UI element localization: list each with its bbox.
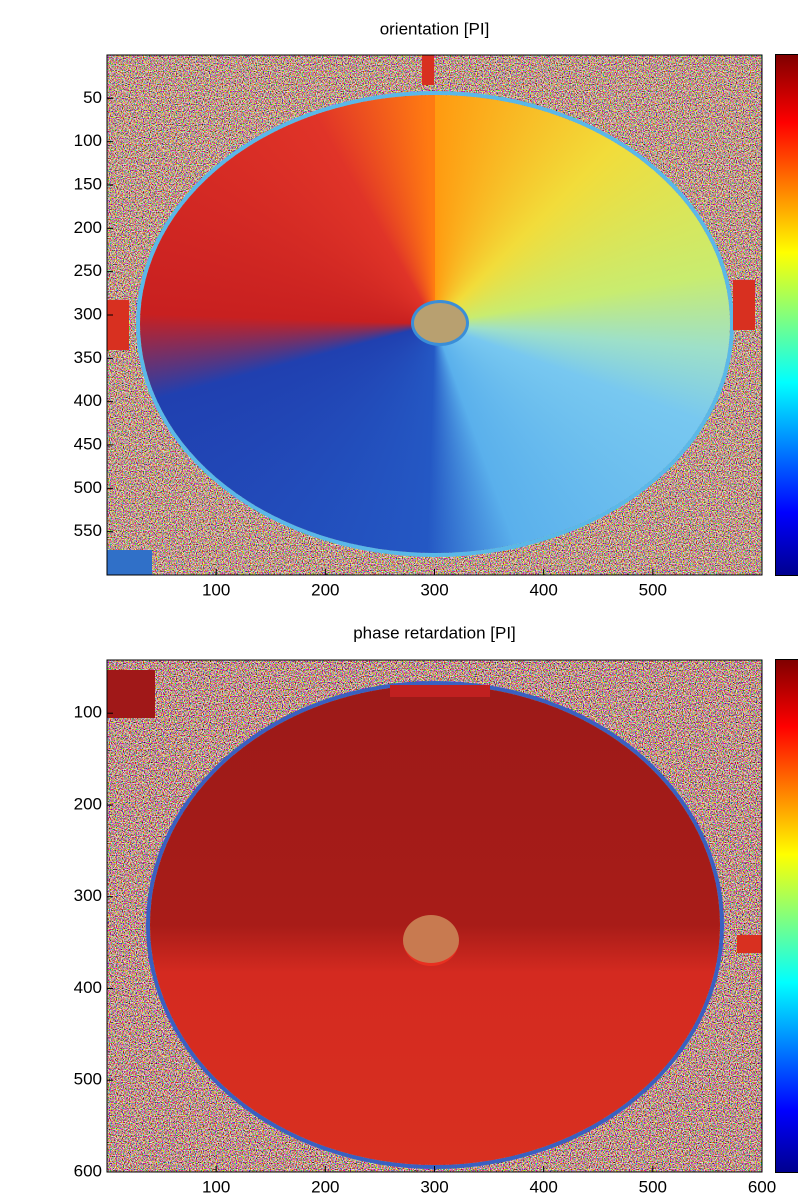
mount	[733, 280, 755, 330]
heatmap-image	[107, 55, 762, 575]
mount	[390, 685, 490, 697]
colorbar	[775, 659, 798, 1173]
y-tick-label: 250	[74, 261, 102, 280]
heatmap-image	[107, 660, 762, 1172]
y-tick-label: 350	[74, 348, 102, 367]
y-tick-label: 100	[74, 131, 102, 150]
colorbar	[775, 54, 798, 576]
mount	[737, 935, 762, 953]
y-tick-label: 300	[74, 886, 102, 905]
y-tick-label: 600	[74, 1161, 102, 1180]
x-tick-label: 200	[311, 580, 339, 599]
y-tick-label: 100	[74, 703, 102, 722]
y-tick-label: 150	[74, 174, 102, 193]
x-tick-label: 100	[202, 1177, 230, 1196]
mount	[107, 300, 129, 350]
y-tick-label: 200	[74, 794, 102, 813]
x-tick-label: 500	[639, 1177, 667, 1196]
x-tick-label: 400	[529, 1177, 557, 1196]
y-tick-label: 400	[74, 978, 102, 997]
mount	[422, 55, 434, 85]
y-tick-label: 550	[74, 521, 102, 540]
mount	[107, 670, 155, 718]
y-tick-label: 200	[74, 218, 102, 237]
x-tick-label: 200	[311, 1177, 339, 1196]
plot-frame	[106, 659, 763, 1173]
y-tick-label: 50	[83, 88, 102, 107]
center-hole	[403, 915, 459, 966]
x-tick-label: 300	[420, 1177, 448, 1196]
chart-title: phase retardation [PI]	[353, 623, 516, 642]
y-tick-label: 400	[74, 391, 102, 410]
plot-frame	[106, 54, 763, 576]
x-tick-label: 600	[748, 1177, 776, 1196]
x-tick-label: 100	[202, 580, 230, 599]
y-tick-label: 500	[74, 1070, 102, 1089]
x-tick-label: 500	[639, 580, 667, 599]
x-tick-label: 400	[529, 580, 557, 599]
chart-title: orientation [PI]	[380, 19, 490, 38]
y-tick-label: 450	[74, 434, 102, 453]
center-hole	[411, 300, 469, 346]
mount	[107, 550, 152, 575]
y-tick-label: 500	[74, 478, 102, 497]
y-tick-label: 300	[74, 304, 102, 323]
x-tick-label: 300	[420, 580, 448, 599]
